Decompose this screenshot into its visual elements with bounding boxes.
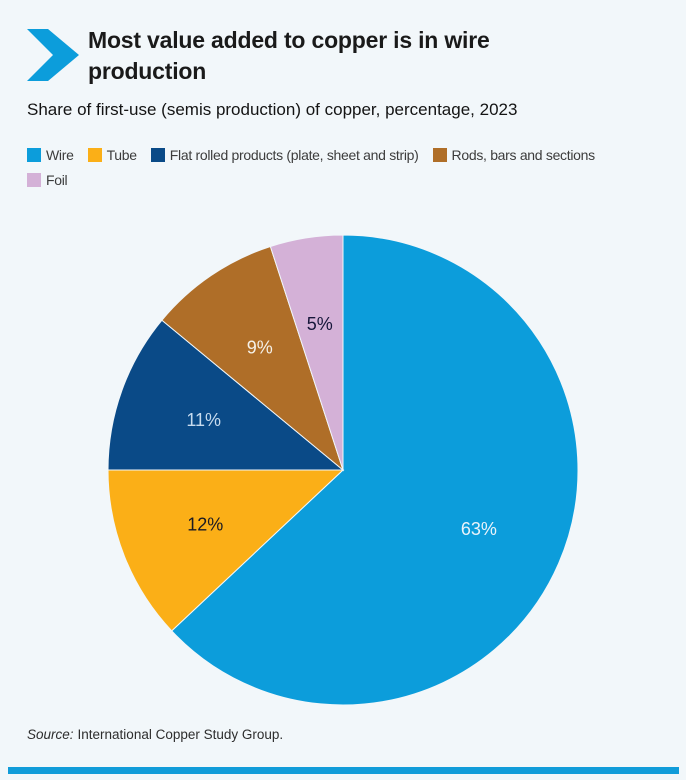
legend-item-wire: Wire [27,147,74,163]
legend-label-rods-bars-sections: Rods, bars and sections [451,147,596,163]
legend-item-flat-rolled-products: Flat rolled products (plate, sheet and s… [150,147,419,163]
legend-item-tube: Tube [87,147,138,163]
chart-title: Most value added to copper is in wire pr… [88,27,490,84]
pie-data-label-flat-rolled-products: 11% [186,410,221,430]
pie-slice-rods-bars-sections [161,245,345,472]
legend-row-1: Wire Tube Flat rolled products (plate, she… [27,147,682,163]
legend-row-2: Foil [27,172,682,188]
legend-swatch-foil [27,173,41,187]
legend-label-tube: Tube [106,147,138,163]
legend-swatch-rods-bars-sections [432,148,447,162]
pie-chart: 63% 12% 11% 9% 5% [107,234,579,706]
legend-swatch-flat-rolled-products [150,148,165,162]
source-text: International Copper Study Group. [77,727,284,742]
chevron-shape [27,29,79,81]
pie-data-label-foil: 5% [307,314,333,334]
source-label: Source: [27,727,74,742]
legend-label-wire: Wire [46,147,74,163]
legend-swatch-tube [87,148,102,162]
source-line: Source: International Copper Study Group. [27,727,283,742]
pie-slice-tube [107,469,345,632]
legend-label-foil: Foil [46,172,68,188]
footer-accent-bar [8,767,679,774]
legend-swatch-wire [27,148,41,162]
chart-subtitle: Share of first-use (semis production) of… [27,100,518,119]
pie-slice-wire [170,234,579,706]
pie-data-label-tube: 12% [187,515,223,535]
legend-item-foil: Foil [27,172,68,188]
pie-slice-foil [269,234,344,471]
legend: Wire Tube Flat rolled products (plate, she… [27,147,682,197]
pie-data-label-wire: 63% [461,519,497,539]
pie-slice-flat-rolled-products [107,319,345,471]
pie-data-label-rods-bars-sections: 9% [247,338,273,358]
legend-item-rods-bars-sections: Rods, bars and sections [432,147,596,163]
legend-label-flat-rolled-products: Flat rolled products (plate, sheet and s… [169,147,419,163]
chevron-right-icon [27,29,79,81]
